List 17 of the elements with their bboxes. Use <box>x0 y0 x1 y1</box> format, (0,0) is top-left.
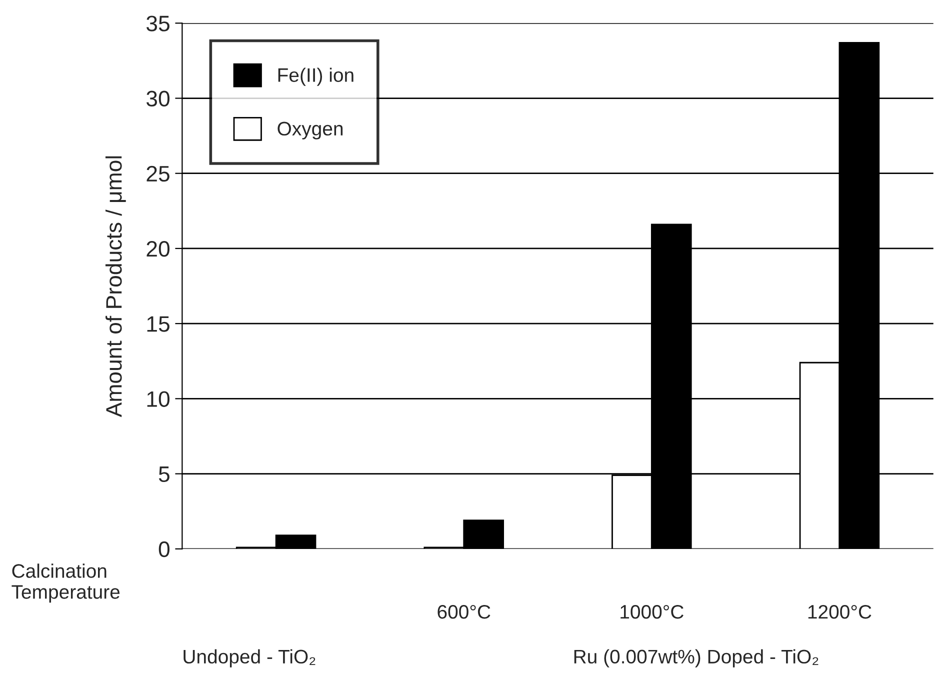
legend-label: Fe(II) ion <box>278 68 354 86</box>
y-tick-label: 20 <box>146 241 170 257</box>
y-tick-label: 25 <box>146 166 170 182</box>
y-tick-label: 0 <box>158 541 170 558</box>
text: Calcination Temperature <box>12 564 120 603</box>
x-tick-label: 1200°C <box>808 604 872 619</box>
x-tick-label: 1000°C <box>620 604 684 619</box>
x-tick-label: 600°C <box>438 604 490 619</box>
y-tick-label: 10 <box>147 391 170 407</box>
y-axis-title: Amount of Products / μmol <box>105 156 126 418</box>
y-tick-label: 30 <box>146 90 170 107</box>
y-tick-label: 35 <box>146 16 170 32</box>
text: Undoped - TiO₂ <box>184 649 316 668</box>
y-tick-label: 15 <box>147 316 170 332</box>
legend-label: Oxygen <box>278 122 343 140</box>
y-tick-label: 5 <box>158 466 170 482</box>
text: Ru (0.007wt%) Doped - TiO₂ <box>574 649 818 668</box>
